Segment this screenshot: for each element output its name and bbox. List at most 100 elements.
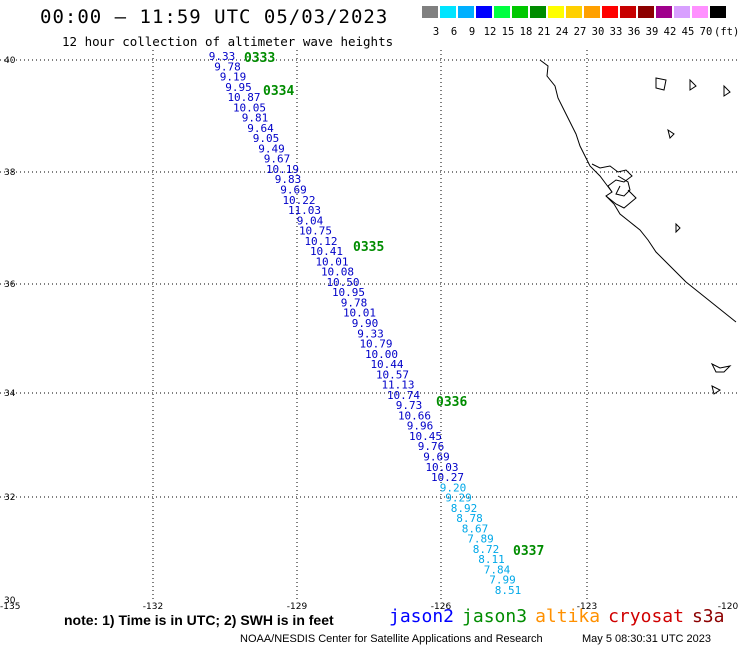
latitude-tick-label: 34 xyxy=(4,389,16,399)
wave-height-label: 9.78 xyxy=(341,296,368,309)
wave-height-label: 10.66 xyxy=(398,409,431,422)
wave-height-label: 8.78 xyxy=(456,512,483,525)
legend-label: 12 xyxy=(483,26,497,38)
wave-height-label: 10.05 xyxy=(233,101,266,114)
wave-height-label: 9.67 xyxy=(264,153,291,166)
legend-label: 9 xyxy=(468,26,476,38)
wave-height-label: 10.45 xyxy=(409,430,442,443)
wave-height-label: 10.22 xyxy=(282,194,315,207)
wave-height-label: 11.13 xyxy=(381,379,414,392)
legend-swatch xyxy=(458,6,474,18)
satellite-name: jason2 xyxy=(389,606,455,627)
wave-height-label: 10.08 xyxy=(321,266,354,279)
wave-height-label: 9.96 xyxy=(407,420,434,433)
satellite-name: s3a xyxy=(691,606,725,627)
pass-time-label: 0335 xyxy=(353,240,384,255)
axis-labels: -135 -132 -129 -126 -123 -120 40 38 36 34 32 30 xyxy=(0,56,738,612)
wave-height-label: 10.03 xyxy=(425,461,458,474)
wave-height-label: 9.69 xyxy=(423,451,450,464)
legend-label: 6 xyxy=(450,26,458,38)
latitude-tick-label: 32 xyxy=(4,493,15,503)
legend-swatch xyxy=(476,6,492,18)
legend-swatch xyxy=(602,6,618,18)
wave-height-label: 10.01 xyxy=(315,255,348,268)
legend-swatch xyxy=(692,6,708,18)
legend-label: 24 xyxy=(555,26,569,38)
wave-height-label: 7.99 xyxy=(489,574,516,587)
wave-height-label: 9.19 xyxy=(220,71,247,84)
longitude-tick-label: -120 xyxy=(718,602,739,612)
wave-height-label: 9.78 xyxy=(214,60,241,73)
pass-time-label: 0333 xyxy=(244,51,275,66)
wave-height-label: 10.41 xyxy=(310,245,343,258)
coastline xyxy=(539,59,737,395)
legend-swatch xyxy=(422,6,438,18)
wave-height-label: 10.75 xyxy=(299,225,332,238)
legend-label: 70 xyxy=(699,26,713,38)
time-labels: 0333 0334 0335 0336 0337 xyxy=(244,51,544,559)
legend-swatch xyxy=(512,6,528,18)
wave-height-label: 8.72 xyxy=(473,543,500,556)
wave-height-label: 9.95 xyxy=(225,81,252,94)
legend-label: 3 xyxy=(432,26,440,38)
wave-height-label: 9.69 xyxy=(280,184,307,197)
wave-height-label: 7.84 xyxy=(484,563,511,576)
longitude-tick-label: -129 xyxy=(287,602,308,612)
longitude-tick-label: -132 xyxy=(143,602,163,612)
wave-height-label: 10.01 xyxy=(343,307,376,320)
latitude-tick-label: 40 xyxy=(4,56,16,66)
wave-height-label: 10.74 xyxy=(387,389,420,402)
wave-height-label: 10.27 xyxy=(431,471,464,484)
satellite-name: jason3 xyxy=(462,606,528,627)
generation-timestamp: May 5 08:30:31 UTC 2023 xyxy=(582,633,712,645)
wave-height-label: 8.92 xyxy=(451,502,478,515)
legend-label: 42 xyxy=(663,26,677,38)
legend-label: 15 xyxy=(501,26,515,38)
latitude-tick-label: 30 xyxy=(4,596,16,606)
wave-height-label: 10.19 xyxy=(266,163,299,176)
map-grid xyxy=(0,50,740,600)
legend-swatch xyxy=(584,6,600,18)
wave-height-label: 9.29 xyxy=(445,492,472,505)
wave-height-label: 10.12 xyxy=(304,235,337,248)
wave-height-label: 10.50 xyxy=(326,276,359,289)
legend-label: (ft) xyxy=(714,26,740,38)
legend-swatch xyxy=(548,6,564,18)
legend-label: 30 xyxy=(591,26,605,38)
wave-height-label: 9.33 xyxy=(209,50,236,63)
wave-height-label: 9.64 xyxy=(247,122,274,135)
wave-height-label: 8.11 xyxy=(478,553,505,566)
wave-height-label: 8.51 xyxy=(495,584,522,597)
legend-swatch xyxy=(638,6,654,18)
wave-height-label: 10.44 xyxy=(370,358,403,371)
satellite-legend: jason2 jason3 altika cryosat s3a xyxy=(389,606,732,627)
legend-swatch xyxy=(710,6,726,18)
legend-swatch xyxy=(656,6,672,18)
legend-label: 45 xyxy=(681,26,695,38)
wave-height-label: 10.87 xyxy=(227,91,260,104)
wave-height-label: 10.00 xyxy=(365,348,398,361)
map-title: 00:00 – 11:59 UTC 05/03/2023 xyxy=(40,6,389,28)
pass-time-label: 0337 xyxy=(513,544,544,559)
wave-height-label: 9.04 xyxy=(297,214,324,227)
legend-swatch xyxy=(530,6,546,18)
longitude-tick-label: -126 xyxy=(431,602,452,612)
wave-height-label: 9.83 xyxy=(275,173,302,186)
legend-swatch xyxy=(566,6,582,18)
wave-height-label: 9.33 xyxy=(357,327,384,340)
longitude-tick-label: -135 xyxy=(0,602,20,612)
wave-height-label: 10.57 xyxy=(376,368,409,381)
wave-height-label: 9.20 xyxy=(440,481,467,494)
legend-label: 21 xyxy=(537,26,551,38)
latitude-tick-label: 38 xyxy=(4,168,16,178)
wave-height-label: 10.79 xyxy=(359,338,392,351)
wave-height-label: 7.89 xyxy=(467,533,494,546)
wave-height-label: 9.81 xyxy=(242,112,269,125)
legend-swatch xyxy=(440,6,456,18)
legend-swatch xyxy=(674,6,690,18)
satellite-name: altika xyxy=(535,606,601,627)
credit-line: NOAA/NESDIS Center for Satellite Applica… xyxy=(240,633,543,645)
legend-label: 33 xyxy=(609,26,623,38)
wave-height-label: 9.49 xyxy=(258,142,285,155)
